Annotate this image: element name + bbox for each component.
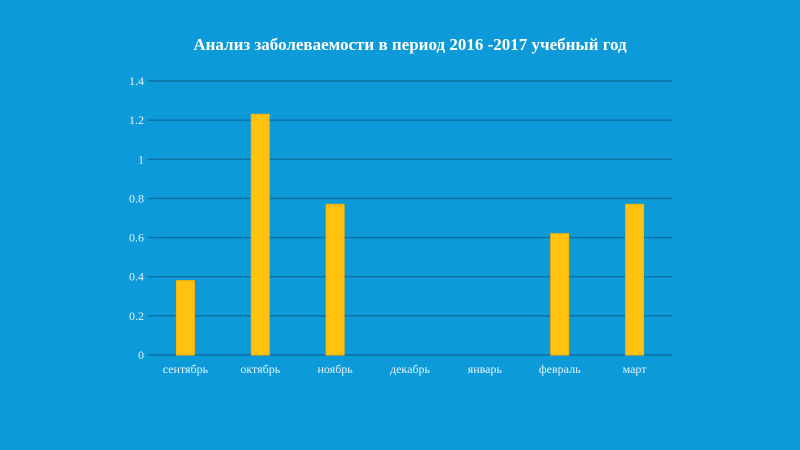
y-tick-label: 0.8 <box>129 191 144 205</box>
bar <box>175 280 195 356</box>
y-tick-label: 0.6 <box>129 231 144 245</box>
y-tick-label: 1 <box>138 152 144 166</box>
y-tick-label: 0 <box>138 348 144 362</box>
bar <box>625 203 645 356</box>
bar <box>325 203 345 356</box>
chart-title: Анализ заболеваемости в период 2016 -201… <box>193 35 627 54</box>
bar <box>250 113 270 356</box>
bar <box>550 233 570 356</box>
x-axis-categories: сентябрь октябрь ноябрь декабрь январь феврал… <box>163 362 648 376</box>
x-category-label: март <box>623 362 648 376</box>
y-tick-label: 1.4 <box>129 74 144 88</box>
y-tick-label: 1.2 <box>129 113 144 127</box>
x-category-label: декабрь <box>390 362 431 376</box>
x-category-label: январь <box>468 362 503 376</box>
x-category-label: ноябрь <box>317 362 353 376</box>
y-axis-ticks: 0 0.2 0.4 0.6 0.8 1 1.2 1.4 <box>129 74 144 362</box>
bars <box>175 113 645 356</box>
x-category-label: октябрь <box>240 362 280 376</box>
y-tick-label: 0.2 <box>129 309 144 323</box>
x-category-label: сентябрь <box>163 362 209 376</box>
x-category-label: февраль <box>539 362 581 376</box>
y-tick-label: 0.4 <box>129 270 144 284</box>
grid-lines <box>148 80 672 356</box>
